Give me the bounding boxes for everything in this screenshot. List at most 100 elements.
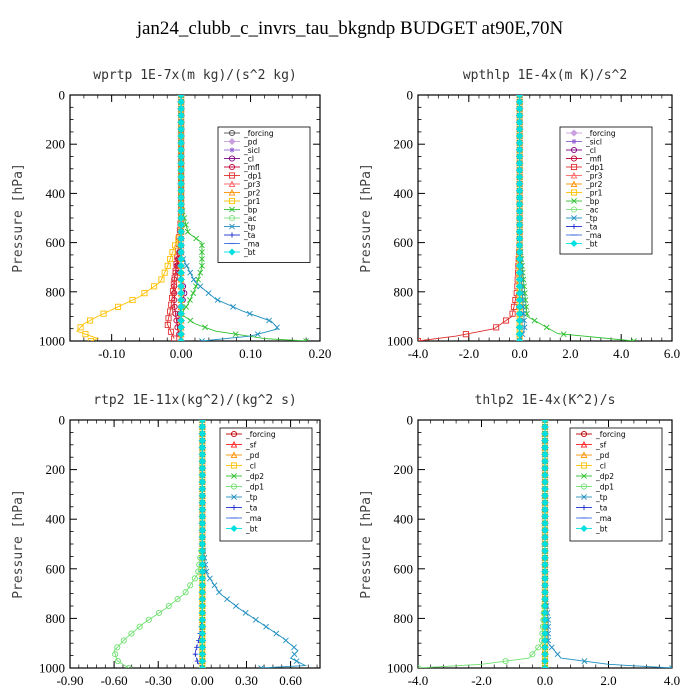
series-point	[177, 241, 185, 249]
x-tick-label: -4.0	[408, 673, 429, 688]
series-point	[516, 166, 524, 174]
series-point	[82, 331, 89, 338]
series-point	[177, 282, 185, 290]
series-point	[541, 664, 549, 668]
legend-item: _bt	[224, 248, 256, 257]
legend: _forcing_sicl_cl_mfl_dp1_pr3_pr2_pr1_bp_…	[559, 126, 653, 255]
legend-marker	[228, 197, 236, 205]
series-point	[521, 290, 528, 297]
legend-marker	[581, 494, 587, 500]
series-point	[263, 623, 269, 630]
series-point	[165, 315, 172, 322]
series-point	[128, 630, 135, 637]
legend-marker	[571, 138, 577, 145]
series-point	[516, 337, 524, 341]
legend-label: _ma	[243, 239, 260, 248]
legend-label: _ta	[595, 503, 607, 512]
series-point	[541, 623, 549, 631]
legend-marker	[230, 483, 238, 490]
legend-marker	[228, 129, 236, 137]
series-point	[516, 241, 524, 249]
y-tick-label: 400	[394, 512, 414, 527]
legend-label: _pr1	[585, 188, 603, 197]
legend-item: _forcing	[566, 129, 616, 138]
series-point	[167, 255, 174, 263]
legend-marker	[230, 524, 238, 533]
series-point	[177, 159, 185, 167]
series-point	[211, 582, 218, 589]
series-point	[516, 105, 524, 113]
legend-item: _pr1	[566, 188, 603, 197]
series-point	[171, 274, 178, 281]
legend-item: _forcing	[226, 430, 276, 439]
series-point	[541, 595, 549, 603]
series-point	[521, 324, 528, 331]
panel-title: wprtp 1E-7x(m kg)/(s^2 kg)	[93, 68, 297, 83]
legend-label: _ac	[585, 205, 598, 214]
legend-label: _sf	[245, 440, 257, 449]
series-point	[198, 609, 206, 617]
legend-item: _dp2	[226, 472, 264, 481]
legend-item: _cl	[576, 461, 606, 470]
series-point	[541, 526, 549, 534]
series-point	[198, 499, 206, 507]
x-tick-label: -0.90	[56, 673, 83, 688]
series-point	[516, 200, 524, 208]
legend-label: _cl	[595, 461, 606, 470]
legend-marker	[580, 462, 588, 469]
series-point	[274, 324, 280, 331]
series-line	[113, 420, 203, 668]
series-point	[293, 658, 300, 665]
series-point	[177, 125, 185, 133]
series-point	[198, 506, 206, 514]
series-point	[541, 506, 549, 514]
series-point	[112, 651, 119, 658]
series-point	[177, 269, 185, 277]
series-point	[129, 296, 136, 304]
series-point	[266, 317, 272, 324]
legend-item: _pr3	[566, 171, 603, 180]
legend-label: _pr1	[243, 197, 261, 206]
series-point	[177, 105, 185, 113]
legend-label: _pr3	[243, 180, 261, 189]
series-point	[177, 228, 185, 236]
series-point	[541, 512, 549, 520]
series-point	[669, 665, 672, 668]
legend-item: _pd	[226, 451, 260, 460]
series-point	[198, 602, 206, 610]
series-point	[541, 609, 549, 617]
series-point	[214, 297, 221, 303]
series-dp1	[112, 420, 206, 668]
series-point	[114, 303, 122, 310]
series-point	[516, 95, 524, 99]
series-point	[177, 303, 185, 311]
legend-item: _ta	[226, 503, 257, 512]
series-point	[541, 478, 549, 486]
legend-label: _ta	[245, 503, 257, 512]
series-point	[541, 499, 549, 507]
legend-label: _tp	[595, 493, 608, 502]
series-point	[190, 276, 197, 283]
legend-marker	[570, 146, 578, 154]
series-point	[197, 269, 204, 276]
series-point	[174, 596, 181, 603]
series-point	[541, 650, 549, 658]
series-point	[233, 603, 239, 609]
series-point	[224, 596, 231, 603]
series-point	[156, 609, 163, 616]
legend-item: _dp1	[576, 482, 614, 491]
series-point	[177, 221, 185, 229]
series-point	[516, 111, 524, 120]
legend-marker	[228, 188, 236, 196]
legend-label: _sf	[595, 440, 607, 449]
series-point	[100, 310, 107, 317]
legend-item: _pr3	[224, 180, 261, 189]
series-point	[177, 207, 185, 215]
series-point	[516, 221, 524, 229]
x-tick-label: -0.10	[98, 346, 125, 361]
legend-label: _tp	[245, 493, 258, 502]
y-tick-label: 200	[394, 137, 414, 152]
series-point	[177, 248, 185, 256]
series-point	[462, 331, 469, 338]
legend-box	[569, 427, 663, 542]
